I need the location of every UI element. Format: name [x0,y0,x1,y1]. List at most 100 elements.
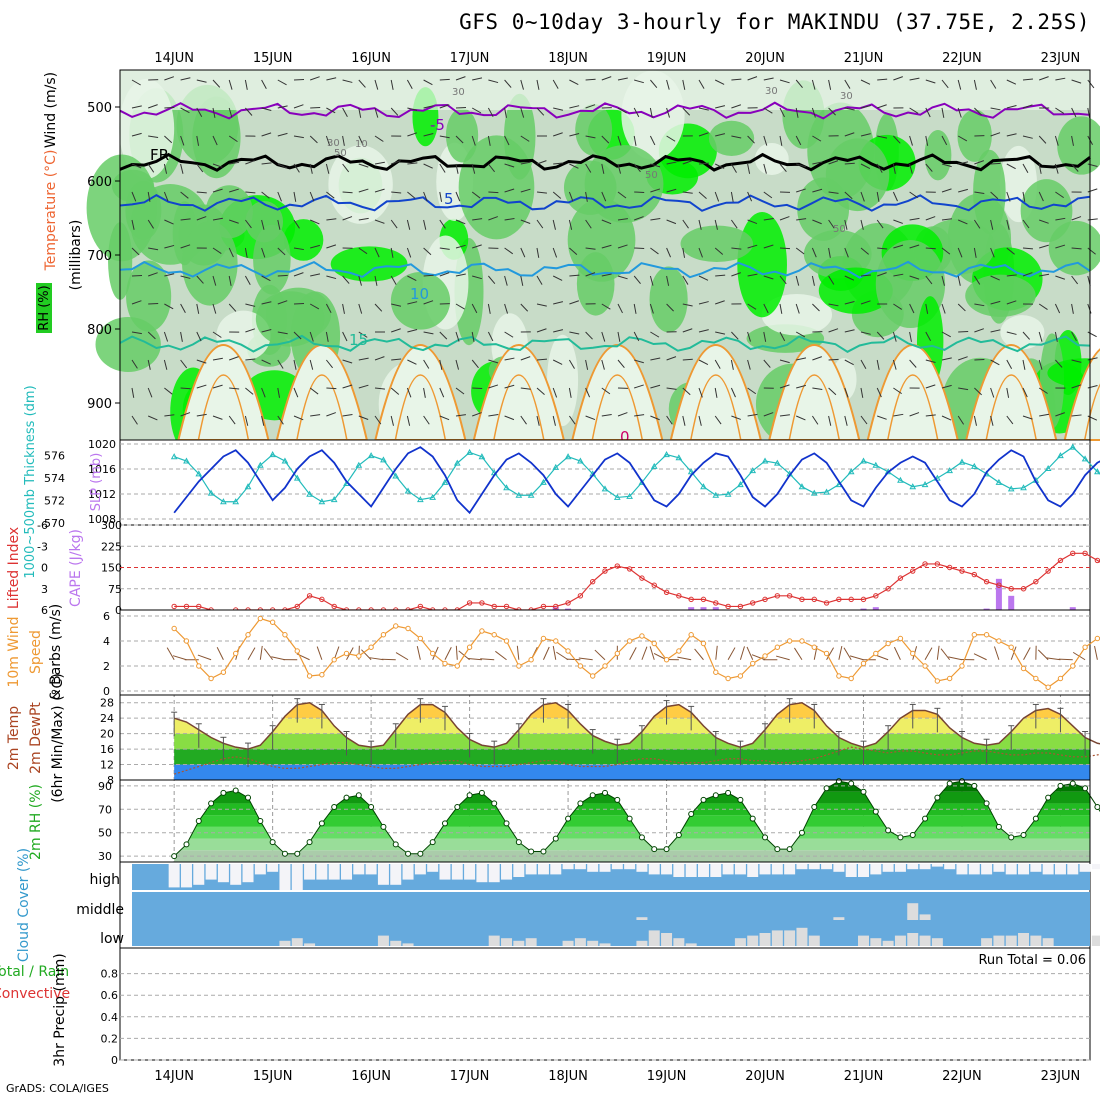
wind-barb [585,272,596,277]
wind-barb [293,191,297,202]
wind-barb [325,163,330,174]
thickness-tick-label: 576 [44,449,65,462]
wind-speed-point [983,632,990,638]
cloud-cover-bar [1018,933,1030,946]
thickness-point [330,496,338,503]
cloud-cover-bar [894,864,906,872]
wind-barb [844,79,851,89]
temperature-contour [394,374,447,441]
wind-barb [828,387,837,396]
thickness-point [650,462,658,469]
wind-barb [212,135,218,146]
wind-barb [795,247,805,255]
wind-barb-10m [1037,649,1049,661]
wind-barb [504,163,515,168]
wind-barb [326,275,337,280]
lifted-index-point [626,566,633,572]
rh-contour-fill [825,138,890,212]
wind-barb [601,191,607,202]
wind-barb [261,132,272,137]
wind-barb [407,191,416,199]
wind-barb-10m [1094,645,1098,660]
wind-barb [763,191,773,199]
cloud-cover-bar [304,943,316,946]
wind-barb [860,219,864,230]
wind-barb [131,415,138,425]
wind-barb-10m [432,646,439,660]
wind-barb [974,328,984,333]
rh-point [909,832,916,839]
temperature-contour [295,374,348,441]
wind-barb [504,217,515,221]
lifted-index-point [946,564,953,571]
wind-barb [568,219,573,230]
wind-barb [439,163,446,173]
wind-barb [666,219,677,225]
wind-barb [439,247,450,250]
wind-speed-point [491,632,497,638]
temp-tick-label: 24 [100,712,114,725]
wind-barb [309,331,314,342]
rh-point [1032,815,1039,822]
wind-barb [147,359,151,370]
wind-barb [342,79,353,83]
wind-barb [925,79,936,84]
wind-barb [569,79,579,86]
wind-barb [310,414,321,417]
wind-barb [1022,191,1026,202]
wind-barb [860,387,864,398]
wind-barb [212,247,222,254]
wind-barb [391,160,401,165]
wind-barb [1087,188,1098,193]
wind-barb [795,79,803,89]
wind-barb [310,244,320,249]
rh-point [983,800,990,807]
lifted-index-point [1057,557,1064,564]
thickness-tick-label: 572 [44,494,65,507]
wind-barb [617,107,627,114]
wind-barb [342,216,353,221]
wind-speed-point [996,638,1002,644]
wind-barb [634,191,645,194]
cloud-cover-bar [513,940,525,946]
wind-barb [1006,331,1017,335]
thickness-point [441,478,449,485]
wind-barb [828,275,835,285]
wind-barb [455,76,466,81]
temperature-contour [591,374,644,441]
day-label-top: 23JUN [1041,51,1081,66]
rh-contour-label: 30 [452,87,465,98]
rh-tick-label: 90 [98,780,112,793]
lifted-index-point [885,586,891,592]
wind-barb [1022,78,1033,81]
wind-barb [164,135,173,144]
wind-barb [990,107,1001,111]
wind-barb [763,77,774,81]
cloud-cover-bar [968,864,980,875]
lifted-index-point [553,603,559,610]
wind-barb [423,163,433,169]
wind-barb-10m [467,657,482,661]
wind-barb [957,275,961,286]
pressure-tick-label: 900 [87,397,112,412]
slp-tick-label: 1012 [88,488,116,501]
wind-barb [277,79,287,86]
wind-barb [309,359,314,370]
wind-barb [293,331,302,340]
wind-barb [1006,104,1017,109]
wind-barb [342,275,350,284]
wind-barb [666,387,677,390]
wind-barb [892,331,897,342]
wind-barb [974,107,982,116]
precip-tick-label: 0.8 [101,968,119,981]
wind-speed-point [269,619,276,625]
wind-barb [634,216,644,221]
rh-point [774,846,781,853]
wind-barb [941,107,945,118]
wind-barb [617,135,622,146]
wind-barb [374,161,385,165]
rh-point [195,818,202,824]
wind-barb [245,160,255,165]
wind-barb [649,303,654,314]
wind-barb [471,107,482,114]
